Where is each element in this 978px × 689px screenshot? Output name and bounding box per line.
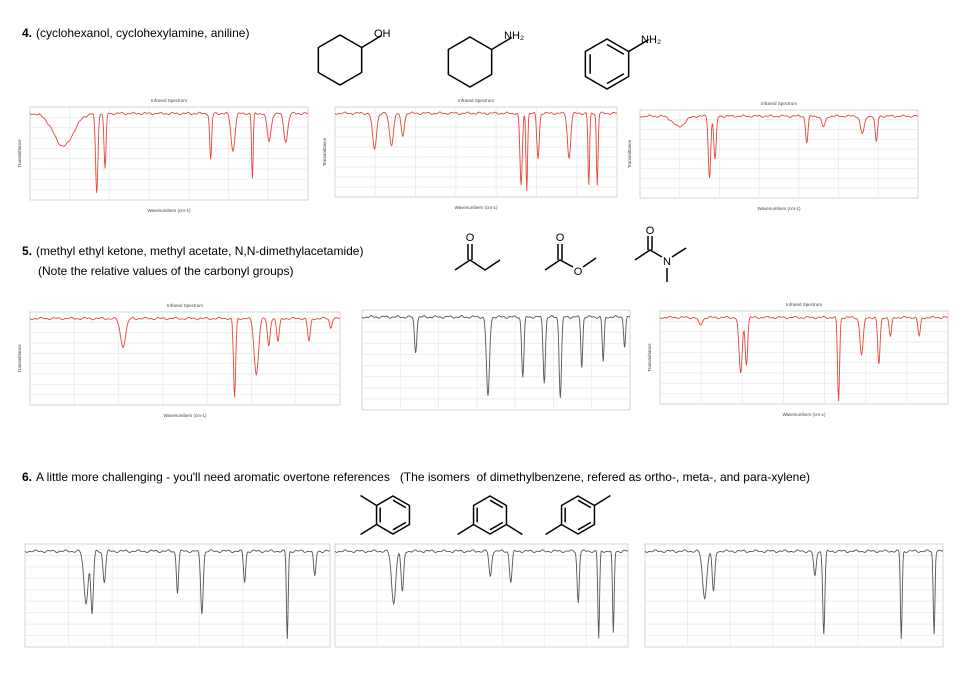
plot-frame: [29, 106, 309, 201]
x-axis-label: Wavenumbers (cm-1): [757, 206, 801, 211]
spectrum-line: [361, 315, 631, 398]
spectrum-title: Infrared Spectrum: [458, 98, 494, 103]
spectrum: Infrared Spectrum Wavenumbers (cm-1) Trans…: [17, 303, 341, 418]
bond: [489, 499, 504, 509]
spectrum-line: [644, 549, 944, 639]
bond: [628, 38, 650, 53]
y-axis-label: Transmittance: [647, 343, 652, 372]
spectrum: [644, 543, 944, 648]
x-axis-label: Wavenumbers (cm-1): [147, 208, 191, 213]
bond: [582, 257, 597, 268]
bond: [544, 259, 574, 271]
atom-label: N: [663, 256, 671, 268]
spectrum: Infrared Spectrum Wavenumbers (cm-1) Trans…: [322, 98, 618, 210]
x-axis-label: Wavenumbers (cm-1): [454, 205, 498, 210]
question-number: 6.: [22, 470, 32, 484]
bond: [594, 494, 611, 507]
molecules: OH NH₂ NH₂ O O O O N: [374, 28, 687, 282]
spectrum-line: [29, 111, 309, 194]
spectrum: Infrared Spectrum Wavenumbers (cm-1) Trans…: [627, 101, 919, 211]
spectrum-line: [24, 549, 331, 639]
question-number: 4.: [22, 26, 32, 40]
atom-label: O: [466, 232, 475, 244]
spectrum-line: [29, 316, 341, 398]
spectrum-title: Infrared Spectrum: [786, 302, 822, 307]
spectrum-line: [334, 549, 629, 639]
atom-label: O: [574, 266, 583, 278]
ring: [472, 495, 508, 535]
x-axis-label: Wavenumbers (cm-1): [163, 413, 207, 418]
plot-frame: [659, 310, 949, 405]
y-axis-label: Transmittance: [627, 139, 632, 168]
bond: [577, 521, 592, 531]
plot-frame: [24, 543, 331, 648]
plot-frame: [644, 543, 944, 648]
plot-frame: [334, 106, 618, 198]
plot-frame: [334, 543, 629, 648]
spectrum: [361, 309, 631, 411]
y-axis-label: Transmittance: [17, 344, 22, 373]
ring: [560, 495, 596, 535]
spectrum: Infrared Spectrum Wavenumbers (cm-1) Trans…: [17, 98, 309, 213]
question-number: 5.: [22, 244, 32, 258]
spectrum-title: Infrared Spectrum: [151, 98, 187, 103]
spectrum: Infrared Spectrum Wavenumbers (cm-1) Trans…: [647, 302, 949, 417]
spectrum-line: [334, 111, 618, 192]
spectrum: [334, 543, 629, 648]
bond: [671, 247, 687, 258]
bond: [360, 523, 377, 536]
bond: [454, 259, 501, 271]
bond: [489, 521, 504, 531]
ring: [317, 34, 363, 86]
plot-frame: [29, 311, 341, 406]
plot-frame: [361, 309, 631, 411]
spectrum-line: [639, 114, 919, 179]
bond: [457, 523, 474, 536]
y-axis-label: Transmittance: [17, 139, 22, 168]
bond: [545, 523, 562, 536]
x-axis-label: Wavenumbers (cm-1): [782, 412, 826, 417]
question-text: (cyclohexanol, cyclohexylamine, aniline): [36, 26, 249, 40]
ring: [584, 38, 630, 90]
bond: [360, 494, 377, 507]
bond: [506, 523, 523, 536]
atom-label: O: [556, 232, 565, 244]
bond: [392, 499, 407, 509]
bond: [361, 34, 383, 49]
bond: [392, 521, 407, 531]
bond: [606, 73, 625, 85]
spectrum: [24, 543, 331, 648]
spectrum-title: Infrared Spectrum: [761, 101, 797, 106]
bond: [634, 249, 663, 261]
question-text: (methyl ethyl ketone, methyl acetate, N,…: [36, 244, 363, 258]
question-note: (Note the relative values of the carbony…: [38, 264, 293, 278]
atom-label: NH₂: [641, 34, 661, 46]
spectrum-line: [659, 315, 949, 402]
atom-label: O: [646, 225, 655, 237]
question-text: A little more challenging - you'll need …: [36, 470, 810, 484]
ring: [375, 495, 411, 535]
y-axis-label: Transmittance: [322, 137, 327, 166]
bond: [577, 499, 592, 509]
bond: [606, 43, 625, 55]
ring: [447, 36, 493, 88]
spectrum-title: Infrared Spectrum: [167, 303, 203, 308]
plot-frame: [639, 109, 919, 199]
bond: [491, 36, 513, 51]
